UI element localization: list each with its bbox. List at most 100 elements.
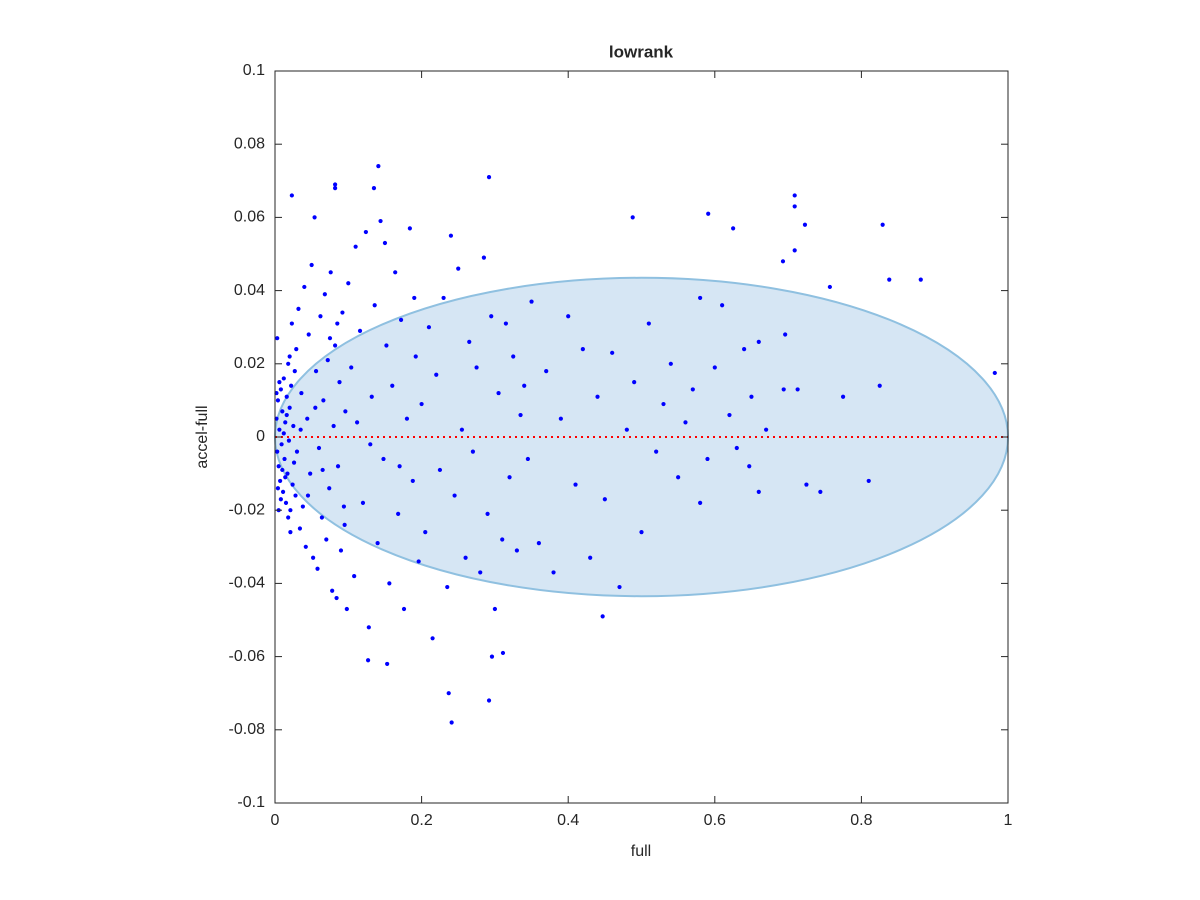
point bbox=[369, 394, 374, 399]
point bbox=[286, 515, 291, 520]
point bbox=[354, 420, 360, 425]
point bbox=[486, 175, 492, 180]
y-tick-label: 0.1 bbox=[243, 62, 265, 79]
point bbox=[297, 526, 303, 531]
point bbox=[441, 295, 446, 301]
point bbox=[412, 295, 417, 301]
point bbox=[407, 226, 412, 231]
point bbox=[283, 420, 288, 425]
point bbox=[804, 482, 809, 487]
point bbox=[299, 390, 304, 396]
point bbox=[275, 486, 281, 491]
point bbox=[280, 467, 285, 473]
point bbox=[467, 339, 472, 344]
y-tick-label: -0.04 bbox=[229, 575, 266, 592]
point bbox=[278, 478, 283, 484]
y-tick-label: -0.06 bbox=[229, 648, 266, 665]
point bbox=[340, 310, 345, 315]
point bbox=[486, 698, 492, 703]
point bbox=[683, 420, 688, 425]
point bbox=[887, 277, 892, 282]
point bbox=[792, 248, 797, 253]
point bbox=[840, 394, 846, 399]
point bbox=[478, 570, 483, 575]
point bbox=[500, 537, 505, 542]
point bbox=[749, 394, 754, 399]
point bbox=[630, 215, 635, 220]
point bbox=[309, 262, 314, 268]
point bbox=[624, 427, 629, 432]
point bbox=[335, 464, 341, 469]
point bbox=[338, 548, 344, 553]
point bbox=[866, 478, 871, 484]
point bbox=[368, 442, 373, 447]
point bbox=[278, 497, 283, 502]
point bbox=[318, 314, 323, 319]
point bbox=[507, 475, 512, 480]
point bbox=[566, 314, 571, 319]
point bbox=[426, 325, 432, 330]
point bbox=[756, 489, 761, 494]
point bbox=[289, 193, 294, 198]
point bbox=[446, 691, 451, 696]
point bbox=[668, 361, 673, 366]
point bbox=[341, 504, 347, 509]
point bbox=[544, 369, 549, 374]
point bbox=[705, 456, 710, 462]
point bbox=[734, 445, 739, 451]
point bbox=[288, 508, 293, 513]
point bbox=[281, 376, 286, 381]
y-tick-label: 0.06 bbox=[234, 209, 265, 226]
point bbox=[277, 427, 282, 432]
point bbox=[312, 215, 317, 220]
point bbox=[328, 270, 333, 275]
point bbox=[290, 482, 295, 487]
point bbox=[292, 369, 297, 374]
point bbox=[308, 471, 313, 476]
point bbox=[802, 222, 808, 227]
chart-title: lowrank bbox=[609, 42, 674, 61]
point bbox=[393, 270, 398, 275]
point bbox=[396, 511, 401, 516]
point bbox=[525, 456, 530, 462]
point bbox=[305, 493, 311, 498]
point bbox=[573, 482, 578, 487]
point bbox=[514, 548, 519, 553]
point bbox=[381, 456, 386, 462]
point bbox=[311, 555, 316, 560]
point bbox=[305, 416, 310, 421]
point bbox=[423, 530, 428, 535]
point bbox=[416, 559, 421, 564]
point bbox=[279, 442, 284, 447]
point bbox=[390, 383, 395, 388]
point bbox=[286, 438, 292, 443]
point bbox=[275, 449, 280, 454]
point bbox=[632, 380, 637, 385]
point bbox=[419, 401, 424, 407]
point bbox=[346, 281, 351, 286]
point bbox=[372, 303, 377, 308]
point bbox=[877, 383, 882, 388]
point bbox=[470, 449, 476, 454]
point bbox=[333, 186, 338, 191]
point bbox=[795, 387, 800, 392]
point bbox=[352, 573, 357, 579]
point bbox=[313, 369, 319, 374]
y-tick-label: 0 bbox=[256, 428, 265, 445]
point bbox=[413, 354, 418, 359]
y-axis-label: accel-full bbox=[194, 405, 211, 468]
point bbox=[375, 541, 380, 546]
x-tick-label: 0.2 bbox=[410, 812, 432, 829]
point bbox=[481, 255, 487, 260]
point bbox=[315, 566, 320, 571]
point bbox=[595, 394, 600, 399]
point bbox=[276, 464, 281, 469]
point bbox=[285, 471, 290, 476]
point bbox=[296, 306, 301, 311]
point bbox=[344, 606, 349, 612]
point bbox=[316, 445, 322, 451]
point bbox=[357, 328, 363, 333]
y-tick-label: 0.08 bbox=[234, 135, 265, 152]
point bbox=[298, 427, 303, 432]
point bbox=[287, 354, 292, 359]
